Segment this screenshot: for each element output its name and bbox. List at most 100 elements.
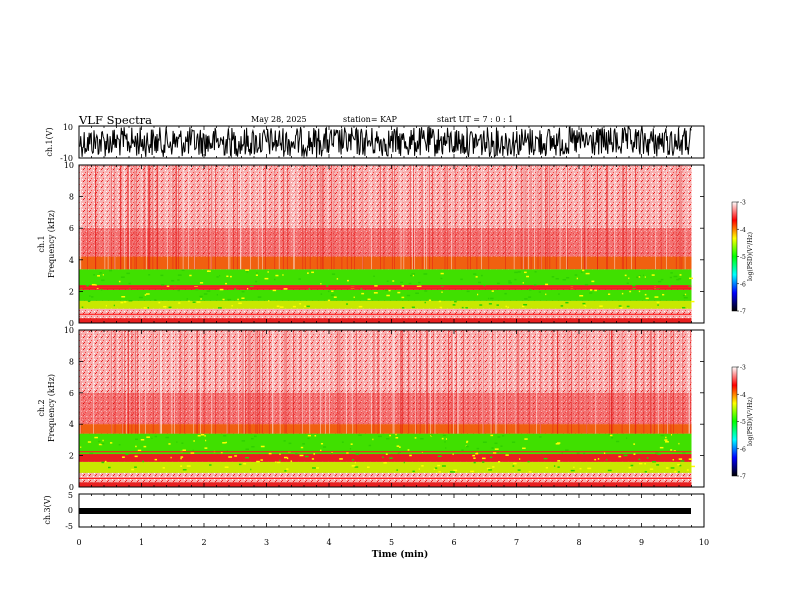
spectrogram-fleck (134, 455, 138, 458)
spectrogram-fleck (665, 441, 669, 443)
spectrogram-band (79, 256, 692, 270)
spectrogram-fleck (101, 442, 105, 445)
spectrogram-fleck (574, 274, 578, 276)
spectrogram-fleck (492, 452, 497, 454)
spectrogram-fleck (144, 294, 147, 296)
spectrogram-fleck (524, 271, 527, 274)
ytick-label: 0 (69, 319, 74, 328)
spectrogram-fleck (466, 440, 469, 443)
spectrogram-fleck (354, 461, 356, 464)
spectrogram-fleck (588, 292, 593, 294)
spectrogram-fleck (407, 449, 410, 451)
spectrogram-fleck (204, 435, 206, 437)
spectrogram-fleck (633, 443, 636, 445)
spectrogram-fleck (657, 453, 661, 455)
spectrogram-fleck (606, 458, 608, 461)
spectrogram-fleck (308, 287, 311, 290)
spectrogram-fleck (472, 454, 476, 457)
ch1-spectrogram-yticks: 0 2 4 6 8 10 (64, 161, 704, 328)
spectrogram-fleck (245, 448, 249, 451)
spectrogram-band (79, 228, 692, 260)
spectrogram-fleck (660, 278, 664, 281)
spectrogram-fleck (551, 276, 555, 278)
spectrogram-fleck (180, 456, 184, 458)
spectrogram-fleck (203, 293, 208, 295)
spectrogram-fleck (351, 465, 356, 467)
spectrogram-fleck (415, 292, 419, 295)
spectrogram-fleck (607, 469, 612, 472)
spectrogram-fleck (90, 296, 94, 298)
spectrogram-fleck (209, 464, 212, 466)
spectrogram-fleck (528, 296, 532, 298)
spectrogram-fleck (165, 436, 169, 439)
spectrogram-fleck (302, 443, 305, 445)
spectrogram-fleck (533, 284, 537, 286)
spectrogram-fleck (424, 290, 428, 292)
spectrogram-fleck (87, 300, 91, 303)
spectrogram-fleck (331, 273, 336, 275)
spectrogram-fleck (286, 457, 289, 460)
ch3-waveform-trace (79, 508, 691, 514)
spectrogram-band (79, 461, 692, 473)
spectrogram-fleck (439, 306, 443, 309)
spectrogram-fleck (419, 285, 422, 288)
spectrogram-fleck (488, 469, 493, 471)
spectrogram-fleck (366, 466, 370, 468)
spectrogram-fleck (678, 442, 680, 445)
spectrogram-fleck (632, 287, 636, 289)
spectrogram-fleck (135, 445, 137, 448)
spectrogram-fleck (333, 296, 337, 298)
spectrogram-fleck (368, 444, 372, 447)
spectrogram-fleck (523, 303, 528, 306)
ch3-waveform-panel: 5 0 -5 ch.3(V) (43, 491, 705, 531)
spectrogram-fleck (582, 302, 586, 305)
ch1-ytick-bottom: -10 (60, 154, 73, 163)
spectrogram-fleck (89, 295, 91, 297)
spectrogram-fleck (241, 290, 245, 293)
spectrogram-fleck (245, 456, 250, 459)
spectrogram-fleck (490, 297, 494, 300)
spectrogram-fleck (461, 306, 464, 309)
spectrogram-fleck (555, 278, 559, 280)
spectrogram-fleck (234, 455, 237, 457)
spectrogram-fleck (385, 453, 388, 456)
spectrogram-band (79, 289, 692, 301)
spectrogram-fleck (277, 461, 281, 464)
spectrogram-fleck (401, 307, 405, 309)
spectrogram-fleck (94, 436, 98, 439)
spectrogram-fleck (238, 463, 242, 466)
spectrogram-fleck (304, 455, 309, 458)
spectrogram-fleck (543, 457, 548, 460)
spectrogram-fleck (395, 433, 397, 436)
spectrogram-fleck (170, 456, 172, 459)
colorbar-tick-label: -7 (740, 309, 746, 316)
spectrogram-fleck (99, 272, 102, 274)
spectrogram-fleck (638, 458, 641, 461)
spectrogram-fleck (89, 452, 94, 455)
colorbar-gradient (731, 366, 738, 477)
spectrogram-fleck (628, 277, 630, 280)
spectrogram-fleck (642, 274, 644, 277)
spectrogram-fleck (327, 299, 331, 302)
colorbar-gradient (731, 201, 738, 312)
spectrogram-fleck (500, 445, 503, 447)
spectrogram-fleck (522, 282, 524, 284)
ch1-spectrogram-xticks (78, 165, 705, 323)
xtick-label: 5 (389, 538, 394, 547)
spectrogram-fleck (401, 296, 405, 299)
spectrogram-fleck (433, 468, 436, 470)
spectrogram-fleck (171, 279, 175, 282)
spectrogram-fleck (331, 294, 335, 296)
spectrogram-fleck (638, 276, 641, 278)
spectrogram-fleck (632, 284, 636, 287)
spectrogram-fleck (385, 437, 390, 440)
spectrogram-fleck (250, 437, 254, 440)
ytick-label: 8 (69, 193, 74, 202)
spectrogram-fleck (229, 275, 232, 278)
time-axis-label: Time (min) (372, 549, 429, 560)
spectrogram-fleck (320, 293, 323, 295)
spectrogram-fleck (286, 468, 289, 470)
figure-title: VLF Spectra (79, 113, 153, 127)
spectrogram-fleck (126, 272, 130, 275)
